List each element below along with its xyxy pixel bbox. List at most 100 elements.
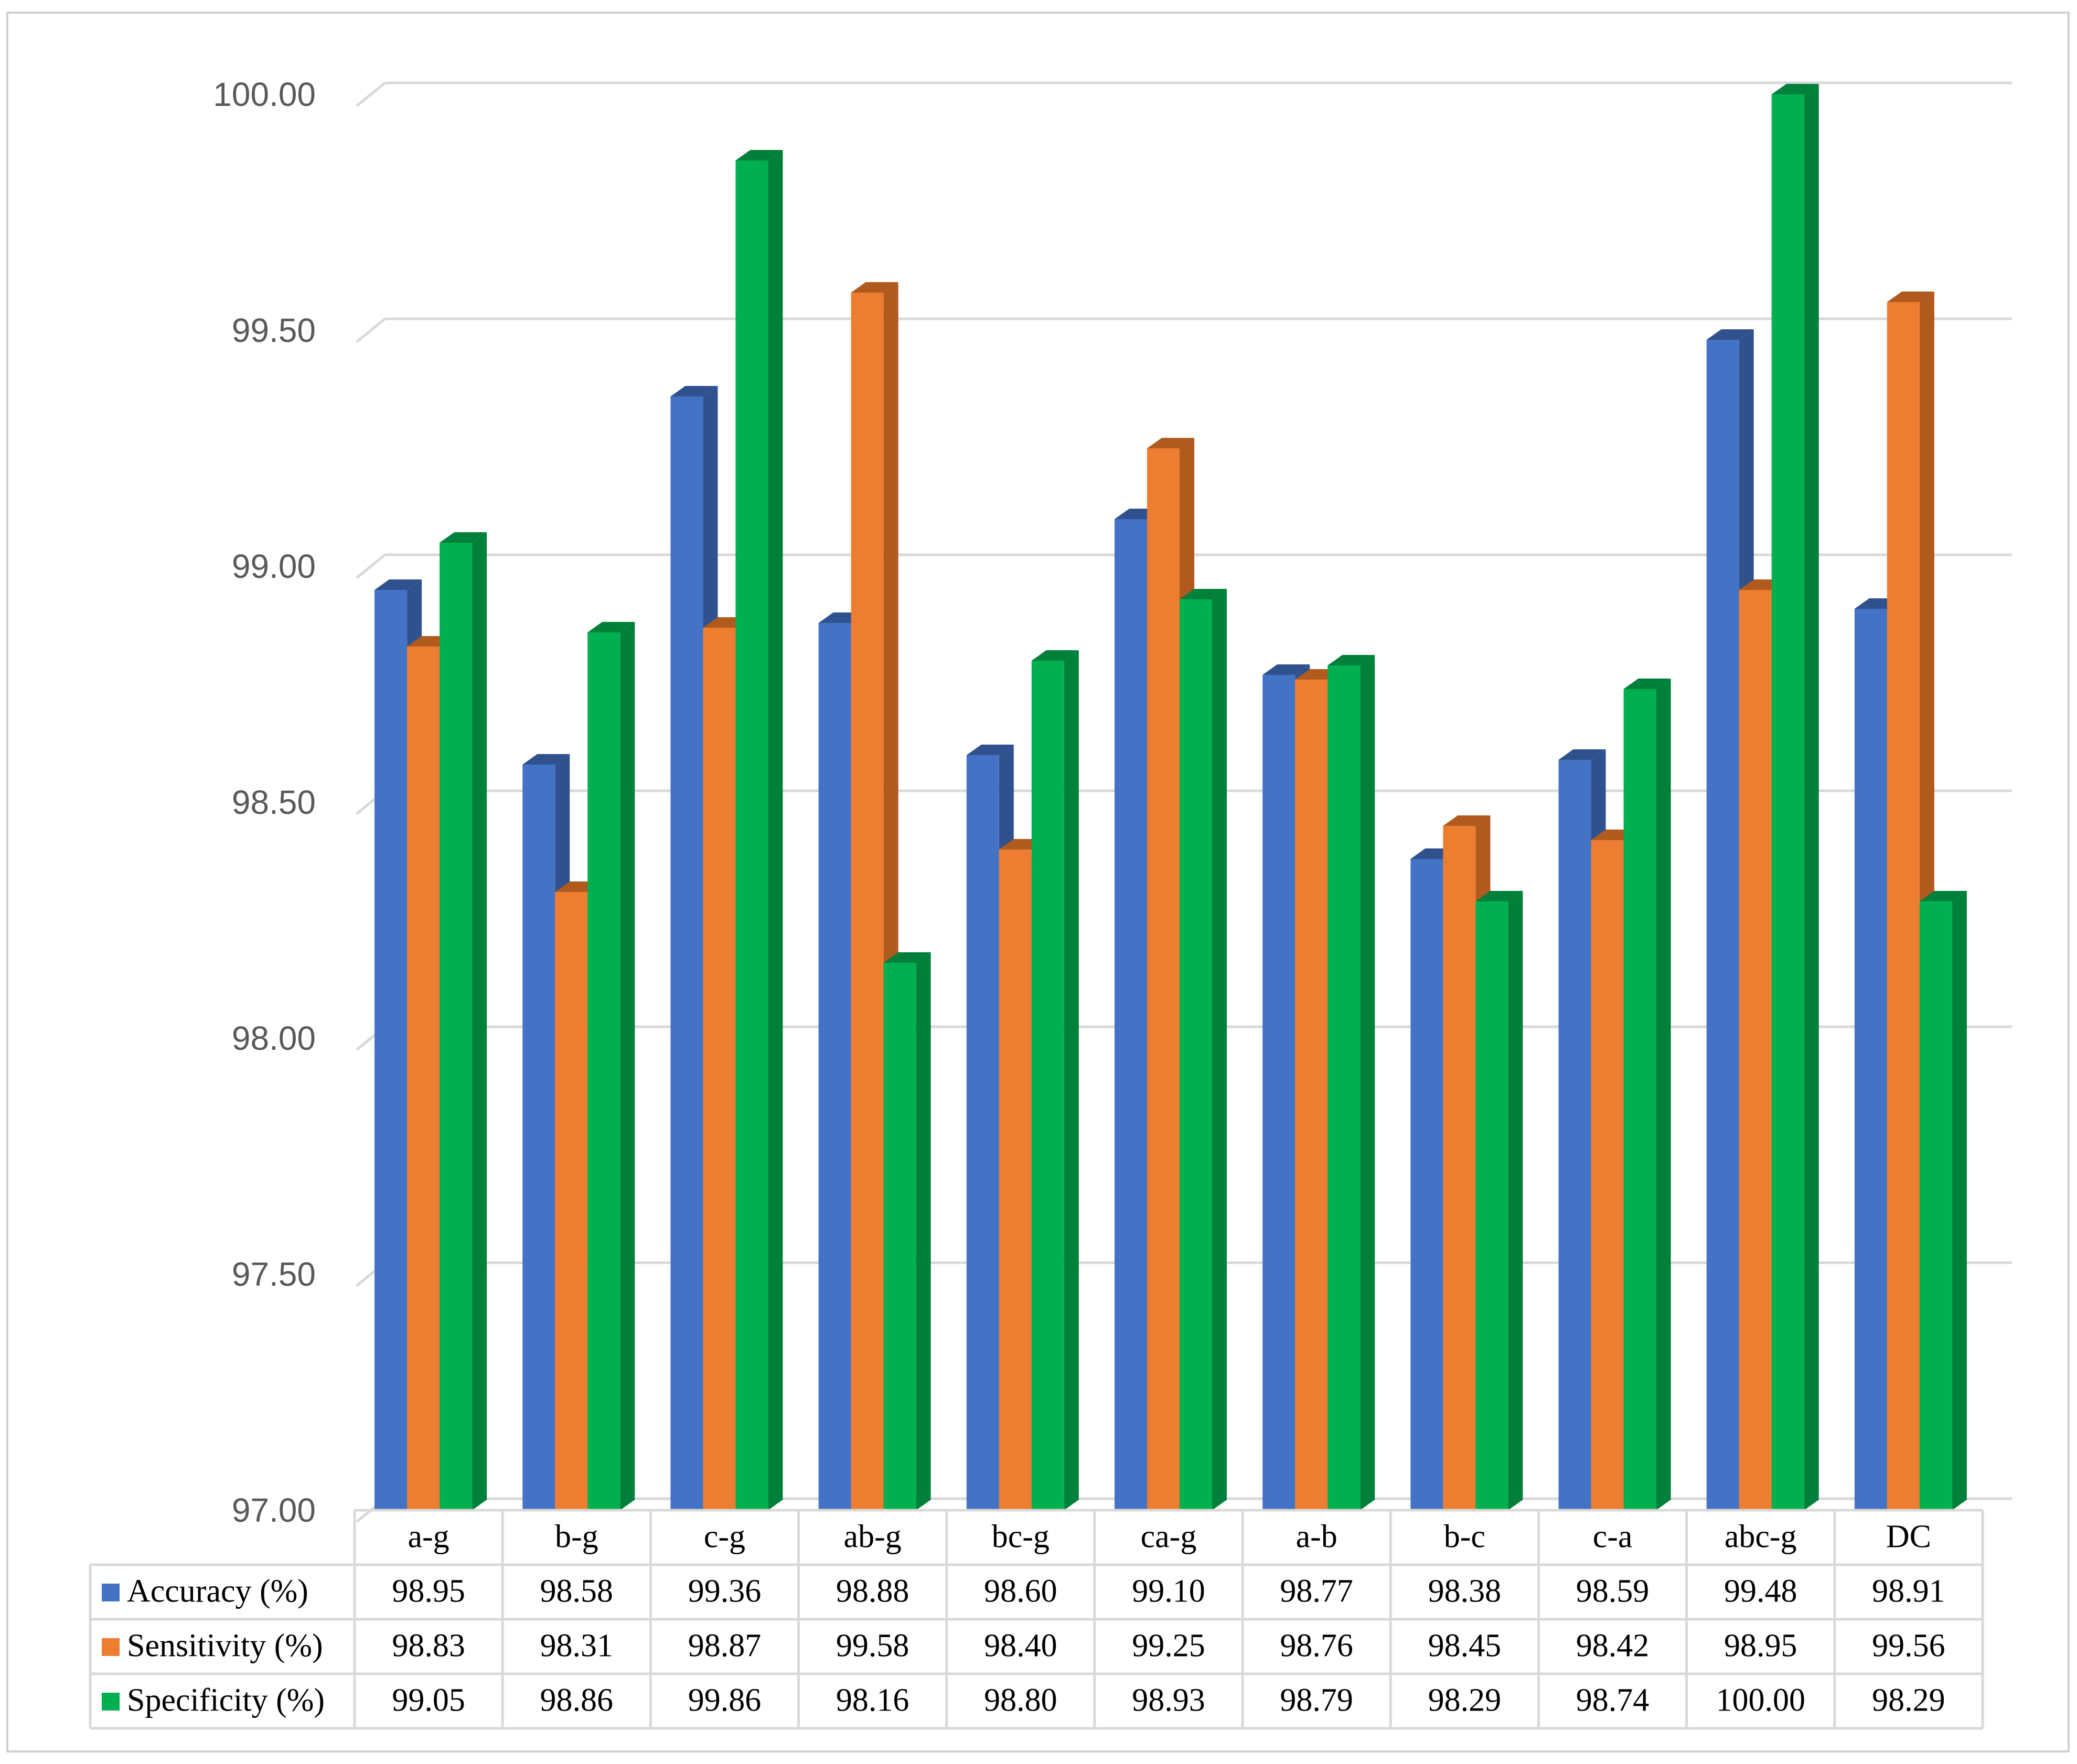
value-specificity-b-c: 98.29 <box>1428 1683 1502 1718</box>
bar-specificity-ab-g <box>883 963 916 1510</box>
bar-accuracy-bc-g <box>966 755 999 1510</box>
category-label-abc-g: abc-g <box>1725 1519 1797 1555</box>
bar-top-specificity-c-a <box>1623 679 1671 689</box>
y-tick-label: 98.50 <box>232 783 316 821</box>
value-sensitivity-b-g: 98.31 <box>540 1628 614 1664</box>
bar-accuracy-b-c <box>1410 859 1443 1510</box>
value-specificity-c-g: 99.86 <box>688 1683 762 1718</box>
gridline-depth <box>356 318 386 343</box>
bar-side-specificity-ca-g <box>1212 589 1227 1510</box>
bar-top-accuracy-b-g <box>522 754 570 765</box>
value-accuracy-c-g: 99.36 <box>688 1574 762 1609</box>
value-sensitivity-c-a: 98.42 <box>1576 1628 1650 1664</box>
bar-sensitivity-c-a <box>1591 840 1624 1510</box>
bar-side-specificity-b-g <box>620 622 635 1510</box>
bar-sensitivity-ca-g <box>1147 448 1180 1510</box>
bar-top-specificity-abc-g <box>1771 84 1819 94</box>
bar-sensitivity-a-g <box>407 647 440 1510</box>
bar-specificity-a-b <box>1327 665 1361 1510</box>
value-specificity-b-g: 98.86 <box>540 1683 614 1718</box>
category-label-c-g: c-g <box>704 1519 745 1555</box>
value-accuracy-a-b: 98.77 <box>1280 1574 1353 1609</box>
bar-specificity-abc-g <box>1771 94 1804 1510</box>
bar-specificity-bc-g <box>1031 661 1064 1510</box>
legend-label-accuracy: Accuracy (%) <box>127 1574 308 1609</box>
bar-top-specificity-bc-g <box>1031 650 1079 661</box>
bar-side-specificity-b-c <box>1508 891 1523 1510</box>
bar-specificity-b-g <box>587 632 620 1510</box>
bar-accuracy-abc-g <box>1706 340 1739 1510</box>
bar-top-accuracy-abc-g <box>1706 329 1754 340</box>
bar-sensitivity-dc <box>1887 302 1920 1510</box>
value-accuracy-dc: 98.91 <box>1872 1574 1945 1609</box>
bar-specificity-c-g <box>735 160 768 1510</box>
bar-sensitivity-abc-g <box>1739 590 1772 1510</box>
bar-sensitivity-bc-g <box>999 849 1032 1510</box>
category-label-bc-g: bc-g <box>992 1519 1050 1555</box>
value-sensitivity-c-g: 98.87 <box>688 1628 762 1664</box>
bar-top-sensitivity-ca-g <box>1147 438 1194 448</box>
bar-top-accuracy-bc-g <box>966 745 1014 755</box>
bar-top-accuracy-c-a <box>1558 749 1606 760</box>
bar-sensitivity-b-g <box>555 892 588 1510</box>
bar-accuracy-dc <box>1854 609 1887 1510</box>
bar-side-specificity-dc <box>1952 891 1967 1510</box>
value-sensitivity-abc-g: 98.95 <box>1724 1628 1797 1664</box>
bar-side-specificity-abc-g <box>1804 84 1819 1510</box>
category-label-a-g: a-g <box>408 1519 449 1555</box>
bar-side-specificity-c-a <box>1656 679 1671 1510</box>
legend-key-sensitivity <box>102 1638 120 1656</box>
bar-accuracy-c-g <box>670 396 703 1510</box>
bar-sensitivity-ab-g <box>851 293 884 1510</box>
bar-top-specificity-ab-g <box>883 952 931 963</box>
bar-sensitivity-b-c <box>1443 826 1476 1510</box>
bar-side-specificity-a-g <box>472 532 487 1510</box>
bar-top-specificity-ca-g <box>1180 589 1227 599</box>
bar-top-specificity-c-g <box>735 150 783 160</box>
value-accuracy-bc-g: 98.60 <box>984 1574 1057 1609</box>
value-accuracy-c-a: 98.59 <box>1576 1574 1650 1609</box>
bar-accuracy-c-a <box>1558 760 1591 1510</box>
bar-accuracy-ab-g <box>818 623 851 1510</box>
value-accuracy-b-c: 98.38 <box>1428 1574 1502 1609</box>
value-sensitivity-dc: 99.56 <box>1872 1628 1945 1664</box>
bar-top-specificity-dc <box>1919 891 1967 901</box>
bar-side-specificity-a-b <box>1360 655 1375 1510</box>
value-accuracy-b-g: 98.58 <box>540 1574 614 1609</box>
value-specificity-ab-g: 98.16 <box>836 1683 909 1718</box>
bar-specificity-ca-g <box>1180 599 1212 1510</box>
category-label-dc: DC <box>1886 1519 1931 1555</box>
bar-side-specificity-ab-g <box>916 952 931 1510</box>
gridline-depth <box>356 82 386 107</box>
bar-top-accuracy-a-b <box>1262 664 1310 675</box>
category-label-ab-g: ab-g <box>844 1519 902 1555</box>
bar-top-sensitivity-dc <box>1887 292 1934 302</box>
y-tick-label: 97.50 <box>232 1255 316 1293</box>
bar-specificity-dc <box>1919 901 1952 1510</box>
value-accuracy-abc-g: 99.48 <box>1724 1574 1797 1609</box>
category-label-ca-g: ca-g <box>1141 1519 1197 1555</box>
bar-top-specificity-a-g <box>440 532 487 543</box>
bar-sensitivity-c-g <box>703 628 736 1510</box>
value-sensitivity-a-b: 98.76 <box>1280 1628 1353 1664</box>
legend-key-accuracy <box>102 1584 120 1601</box>
category-label-b-c: b-c <box>1444 1519 1485 1555</box>
value-specificity-abc-g: 100.00 <box>1716 1683 1805 1718</box>
chart-frame <box>6 12 2070 1752</box>
value-accuracy-ca-g: 99.10 <box>1132 1574 1205 1609</box>
bar-sensitivity-a-b <box>1295 680 1328 1510</box>
category-label-a-b: a-b <box>1296 1519 1337 1555</box>
y-tick-label: 100.00 <box>213 76 316 113</box>
y-tick-label: 97.00 <box>232 1491 316 1529</box>
y-tick-label: 98.00 <box>232 1019 316 1057</box>
y-tick-label: 99.50 <box>232 311 316 349</box>
bar-accuracy-a-b <box>1262 675 1296 1510</box>
legend-label-sensitivity: Sensitivity (%) <box>127 1628 323 1664</box>
value-specificity-a-g: 99.05 <box>392 1683 465 1718</box>
value-specificity-bc-g: 98.80 <box>984 1683 1057 1718</box>
value-specificity-ca-g: 98.93 <box>1132 1683 1205 1718</box>
bar-specificity-c-a <box>1623 689 1656 1510</box>
legend-key-specificity <box>102 1693 120 1711</box>
value-specificity-dc: 98.29 <box>1872 1683 1945 1718</box>
